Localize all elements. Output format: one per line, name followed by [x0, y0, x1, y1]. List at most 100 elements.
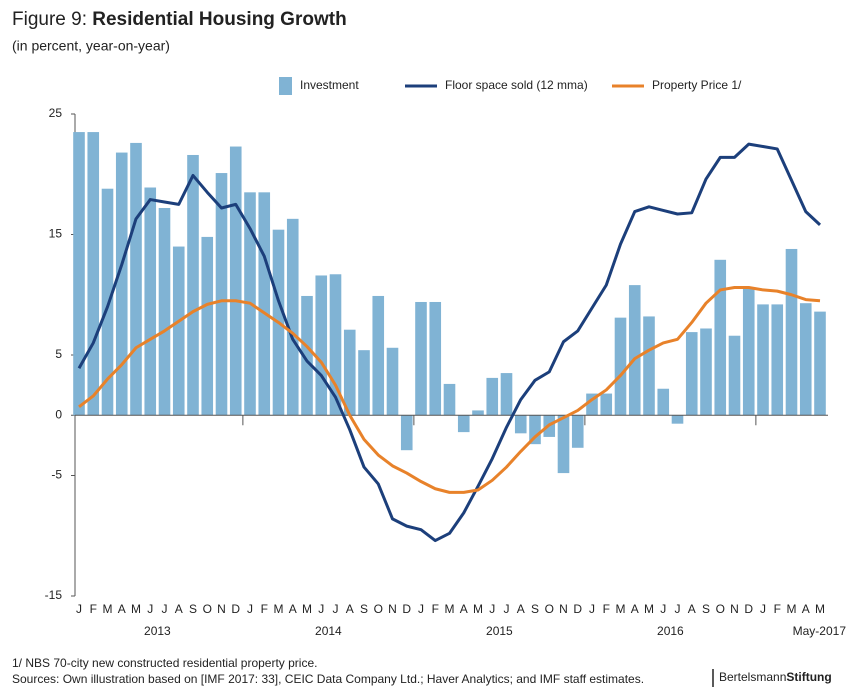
- x-tick-label: J: [418, 602, 424, 616]
- x-tick-label: J: [660, 602, 666, 616]
- y-tick-label: 0: [55, 407, 62, 421]
- bar: [814, 311, 826, 416]
- x-tick-label: J: [318, 602, 324, 616]
- x-tick-label: A: [688, 602, 696, 616]
- bar: [600, 393, 613, 416]
- x-tick-label: A: [460, 602, 468, 616]
- year-label: 2015: [486, 624, 513, 638]
- bar: [144, 187, 157, 416]
- x-tick-label: F: [261, 602, 268, 616]
- x-tick-label: J: [489, 602, 495, 616]
- legend-label: Property Price 1/: [652, 78, 742, 92]
- figure-label: Figure 9:: [12, 9, 87, 30]
- y-tick-label: -15: [45, 588, 63, 602]
- bar: [657, 388, 670, 416]
- x-tick-label: M: [103, 602, 113, 616]
- bar: [614, 317, 627, 416]
- x-tick-label: A: [631, 602, 639, 616]
- x-tick-label: F: [603, 602, 610, 616]
- bar: [372, 295, 385, 416]
- x-tick-label: M: [131, 602, 141, 616]
- y-tick-label: 15: [49, 227, 63, 241]
- bar: [486, 377, 499, 416]
- bar: [115, 152, 128, 416]
- bar: [714, 259, 727, 416]
- brand-1: Bertelsmann: [719, 670, 786, 684]
- x-tick-label: S: [531, 602, 539, 616]
- x-tick-label: M: [815, 602, 825, 616]
- brand: BertelsmannStiftung: [719, 670, 832, 684]
- x-tick-label: M: [787, 602, 797, 616]
- x-tick-label: O: [203, 602, 212, 616]
- x-tick-label: S: [189, 602, 197, 616]
- x-tick-label: F: [432, 602, 439, 616]
- x-tick-label: A: [175, 602, 183, 616]
- bar: [628, 285, 641, 416]
- x-tick-label: D: [573, 602, 582, 616]
- x-tick-label: M: [616, 602, 626, 616]
- bar: [301, 295, 313, 416]
- bar: [557, 415, 570, 474]
- x-tick-label: M: [274, 602, 284, 616]
- x-tick-label: J: [504, 602, 510, 616]
- line: [78, 286, 821, 494]
- bar: [386, 347, 399, 416]
- x-tick-label: N: [730, 602, 739, 616]
- x-tick-label: S: [360, 602, 368, 616]
- bar: [529, 415, 541, 445]
- x-tick-label: F: [774, 602, 781, 616]
- subtitle: (in percent, year-on-year): [12, 38, 170, 54]
- x-tick-label: O: [716, 602, 725, 616]
- year-label: 2013: [144, 624, 171, 638]
- bar: [457, 415, 470, 433]
- x-tick-label: D: [402, 602, 411, 616]
- x-tick-label: A: [802, 602, 810, 616]
- y-tick-label: -5: [51, 468, 62, 482]
- bar: [343, 329, 356, 416]
- x-tick-label: M: [302, 602, 312, 616]
- bar: [757, 304, 769, 416]
- bar: [785, 248, 798, 416]
- x-tick-label: N: [559, 602, 568, 616]
- x-tick-label: A: [517, 602, 525, 616]
- bar: [187, 154, 199, 416]
- bar: [671, 415, 684, 424]
- x-tick-label: O: [545, 602, 554, 616]
- x-tick-label: J: [675, 602, 681, 616]
- year-label: May-2017: [793, 624, 847, 638]
- bar: [742, 287, 755, 416]
- bar: [73, 132, 85, 416]
- bar: [172, 246, 185, 416]
- bar: [700, 328, 712, 416]
- x-tick-label: M: [445, 602, 455, 616]
- bar: [158, 207, 171, 416]
- bar: [87, 132, 100, 416]
- chart-title: Figure 9: Residential Housing Growth: [12, 9, 347, 30]
- year-label: 2016: [657, 624, 684, 638]
- x-tick-label: M: [473, 602, 483, 616]
- bar: [472, 410, 484, 416]
- x-tick-label: J: [247, 602, 253, 616]
- bar: [514, 415, 527, 434]
- x-tick-label: J: [760, 602, 766, 616]
- bar: [201, 236, 214, 416]
- x-tick-label: A: [289, 602, 297, 616]
- x-tick-label: A: [118, 602, 126, 616]
- source: Sources: Own illustration based on [IMF …: [12, 672, 644, 686]
- year-label: 2014: [315, 624, 342, 638]
- bar: [215, 173, 228, 416]
- bar: [586, 393, 598, 416]
- bar: [500, 373, 513, 416]
- bar: [286, 218, 299, 416]
- bar: [130, 142, 142, 416]
- x-tick-label: D: [231, 602, 240, 616]
- legend-label: Investment: [300, 78, 359, 92]
- x-tick-label: J: [333, 602, 339, 616]
- x-tick-label: S: [702, 602, 710, 616]
- x-tick-label: O: [374, 602, 383, 616]
- x-tick-label: J: [76, 602, 82, 616]
- bar: [571, 415, 584, 448]
- bar: [685, 332, 698, 416]
- bar: [799, 303, 812, 416]
